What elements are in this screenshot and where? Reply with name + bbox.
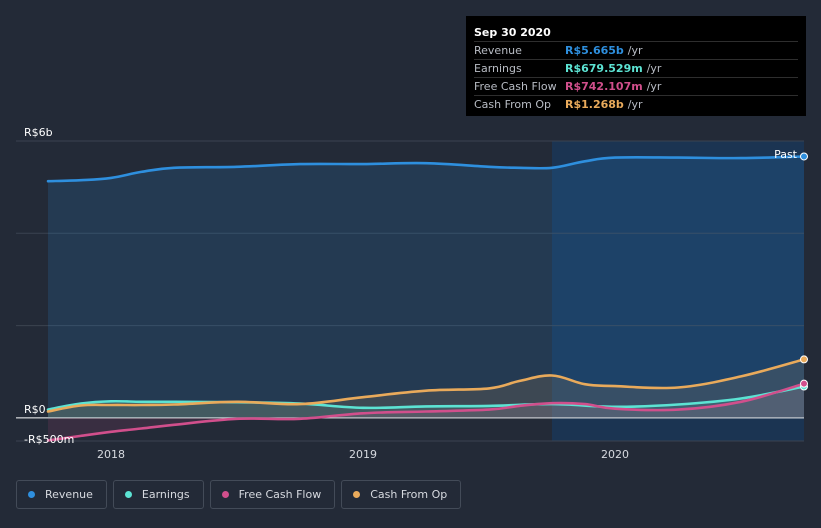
series-endpoints — [800, 152, 808, 391]
tooltip-unit: /yr — [627, 44, 643, 57]
tooltip-label: Revenue — [474, 44, 522, 57]
tooltip-label: Cash From Op — [474, 98, 552, 111]
endpoint-free-cash-flow — [800, 379, 808, 388]
legend-item-revenue[interactable]: Revenue — [16, 480, 107, 509]
gridlines — [16, 140, 804, 442]
tooltip-row-revenue: Revenue R$5.665b /yr — [474, 41, 798, 59]
line-cash-from-op — [46, 358, 806, 413]
line-revenue — [46, 155, 806, 183]
tooltip-row-earnings: Earnings R$679.529m /yr — [474, 59, 798, 77]
y-tick-label: R$0 — [24, 403, 46, 416]
tooltip-panel: Sep 30 2020 Revenue R$5.665b /yr Earning… — [466, 16, 806, 116]
area-revenue — [48, 156, 804, 418]
legend-label: Earnings — [141, 488, 190, 501]
line-earnings — [46, 385, 806, 411]
y-tick-labels: R$6b R$0 -R$500m — [24, 126, 74, 446]
legend-label: Cash From Op — [370, 488, 448, 501]
line-free-cash-flow — [46, 382, 806, 442]
tooltip-value: R$742.107m — [565, 80, 643, 93]
legend-dot-icon — [221, 491, 229, 498]
tooltip-row-cash-from-op: Cash From Op R$1.268b /yr — [474, 95, 798, 113]
tooltip-label: Earnings — [474, 62, 522, 75]
tooltip-label: Free Cash Flow — [474, 80, 557, 93]
legend-item-free-cash-flow[interactable]: Free Cash Flow — [209, 480, 336, 509]
legend: Revenue Earnings Free Cash Flow Cash Fro… — [16, 480, 462, 509]
series-areas — [48, 156, 804, 441]
tooltip-date: Sep 30 2020 — [474, 26, 551, 39]
tooltip-unit: /yr — [646, 80, 662, 93]
y-tick-label: -R$500m — [24, 433, 74, 446]
legend-dot-icon — [124, 491, 132, 498]
legend-label: Revenue — [45, 488, 93, 501]
tooltip-unit: /yr — [646, 62, 662, 75]
tooltip-value: R$1.268b — [565, 98, 624, 111]
past-region-shade — [552, 141, 804, 441]
tooltip-value: R$679.529m — [565, 62, 643, 75]
area-earnings — [48, 386, 804, 418]
x-tick-labels: 2018 2019 2020 — [97, 448, 629, 461]
endpoint-revenue — [800, 152, 808, 161]
tooltip-value: R$5.665b — [565, 44, 624, 57]
legend-dot-icon — [353, 491, 361, 498]
y-tick-label: R$6b — [24, 126, 53, 139]
tooltip-row-free-cash-flow: Free Cash Flow R$742.107m /yr — [474, 77, 798, 95]
past-label: Past — [774, 148, 798, 161]
x-tick-label: 2018 — [97, 448, 125, 461]
legend-label: Free Cash Flow — [238, 488, 322, 501]
endpoint-cash-from-op — [800, 355, 808, 364]
legend-dot-icon — [28, 491, 35, 498]
series-lines — [46, 155, 806, 442]
x-tick-label: 2020 — [601, 448, 629, 461]
tooltip-unit: /yr — [627, 98, 643, 111]
legend-item-earnings[interactable]: Earnings — [112, 480, 204, 509]
x-tick-label: 2019 — [349, 448, 377, 461]
legend-item-cash-from-op[interactable]: Cash From Op — [341, 480, 462, 509]
